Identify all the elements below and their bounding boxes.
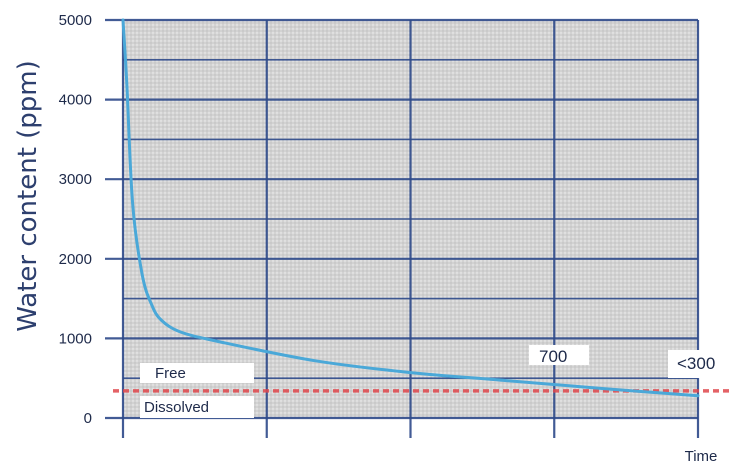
y-tick-label: 3000 [59, 171, 92, 188]
annotation-under-300: <300 [677, 354, 715, 373]
free-zone-label: Free [155, 365, 186, 382]
y-tick-label: 4000 [59, 92, 92, 109]
y-tick-label: 0 [84, 410, 92, 427]
x-axis-title: Time [685, 448, 718, 465]
y-axis-title: Water content (ppm) [13, 60, 43, 332]
y-tick-label: 5000 [59, 12, 92, 29]
y-tick-label: 2000 [59, 251, 92, 268]
annotation-under-300-box [668, 350, 728, 378]
dissolved-zone-label: Dissolved [144, 399, 209, 416]
y-tick-label: 1000 [59, 330, 92, 347]
free-zone-box [140, 363, 254, 383]
dissolved-zone-box [140, 396, 254, 418]
series-layer [121, 18, 700, 398]
annotation-700: 700 [539, 347, 567, 366]
y-tick-labels: 0 1000 2000 3000 4000 5000 [59, 12, 92, 427]
annotation-700-box [529, 345, 589, 365]
series-line-0 [121, 18, 700, 398]
